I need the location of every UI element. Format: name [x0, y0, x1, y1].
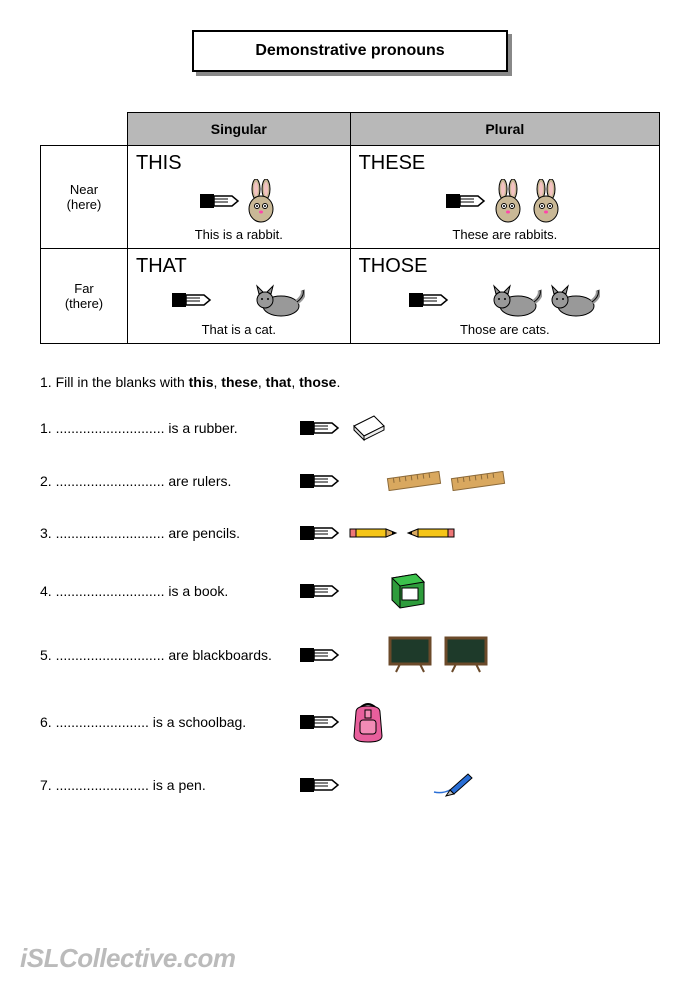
pencil-icon [348, 525, 398, 541]
pointing-hand-icon [300, 468, 340, 494]
exercise-text: 7. ........................ is a pen. [40, 777, 300, 793]
exercise-text: 5. ............................ are blac… [40, 647, 300, 663]
instruction: 1. Fill in the blanks with this, these, … [40, 374, 660, 390]
exercise-item: 4. ............................ is a boo… [40, 572, 660, 610]
pointing-hand-icon [300, 520, 340, 546]
book-icon [386, 572, 430, 610]
pointing-hand-icon [300, 642, 340, 668]
pointing-hand-icon [300, 772, 340, 798]
pointing-hand-icon [446, 188, 486, 214]
pointing-hand-icon [300, 415, 340, 441]
pointing-hand-icon [172, 287, 212, 313]
cat-icon [251, 282, 305, 318]
exercise-icons [300, 468, 506, 494]
blackboard-icon [386, 636, 434, 674]
exercise-text: 6. ........................ is a schoolb… [40, 714, 300, 730]
watermark: iSLCollective.com [20, 943, 235, 974]
exercise-icons [300, 700, 388, 744]
exercise-icons [300, 572, 430, 610]
schoolbag-icon [348, 700, 388, 744]
page-title: Demonstrative pronouns [192, 30, 508, 72]
exercise-icons [300, 520, 456, 546]
exercise-icons [300, 636, 490, 674]
exercise-icons [300, 414, 388, 442]
cell-that: THAT That is a cat. [128, 249, 351, 344]
row-header-near: Near (here) [41, 146, 128, 249]
exercise-icons [300, 770, 474, 800]
eraser-icon [348, 414, 388, 442]
pointing-hand-icon [200, 188, 240, 214]
pointing-hand-icon [300, 578, 340, 604]
exercise-text: 3. ............................ are penc… [40, 525, 300, 541]
cell-those: THOSE Those are cats. [350, 249, 659, 344]
col-header-singular: Singular [128, 113, 351, 146]
exercise-text: 1. ............................ is a rub… [40, 420, 300, 436]
exercise-item: 7. ........................ is a pen. [40, 770, 660, 800]
exercise-item: 6. ........................ is a schoolb… [40, 700, 660, 744]
cat-icon [546, 282, 600, 318]
pointing-hand-icon [300, 709, 340, 735]
ruler-icon [450, 471, 506, 491]
exercise-list: 1. ............................ is a rub… [40, 414, 660, 800]
rabbit-icon [529, 179, 563, 223]
cell-this: THIS This is a rabbit. [128, 146, 351, 249]
pencil-icon [406, 525, 456, 541]
cat-icon [488, 282, 542, 318]
pointing-hand-icon [409, 287, 449, 313]
rabbit-icon [244, 179, 278, 223]
blackboard-icon [442, 636, 490, 674]
pronoun-table: Singular Plural Near (here) THIS This is… [40, 112, 660, 344]
col-header-plural: Plural [350, 113, 659, 146]
cell-these: THESE These are rabbits. [350, 146, 659, 249]
exercise-item: 5. ............................ are blac… [40, 636, 660, 674]
exercise-item: 2. ............................ are rule… [40, 468, 660, 494]
exercise-item: 3. ............................ are penc… [40, 520, 660, 546]
rabbit-icon [491, 179, 525, 223]
row-header-far: Far (there) [41, 249, 128, 344]
ruler-icon [386, 471, 442, 491]
exercise-text: 4. ............................ is a boo… [40, 583, 300, 599]
pen-icon [424, 770, 474, 800]
exercise-item: 1. ............................ is a rub… [40, 414, 660, 442]
exercise-text: 2. ............................ are rule… [40, 473, 300, 489]
